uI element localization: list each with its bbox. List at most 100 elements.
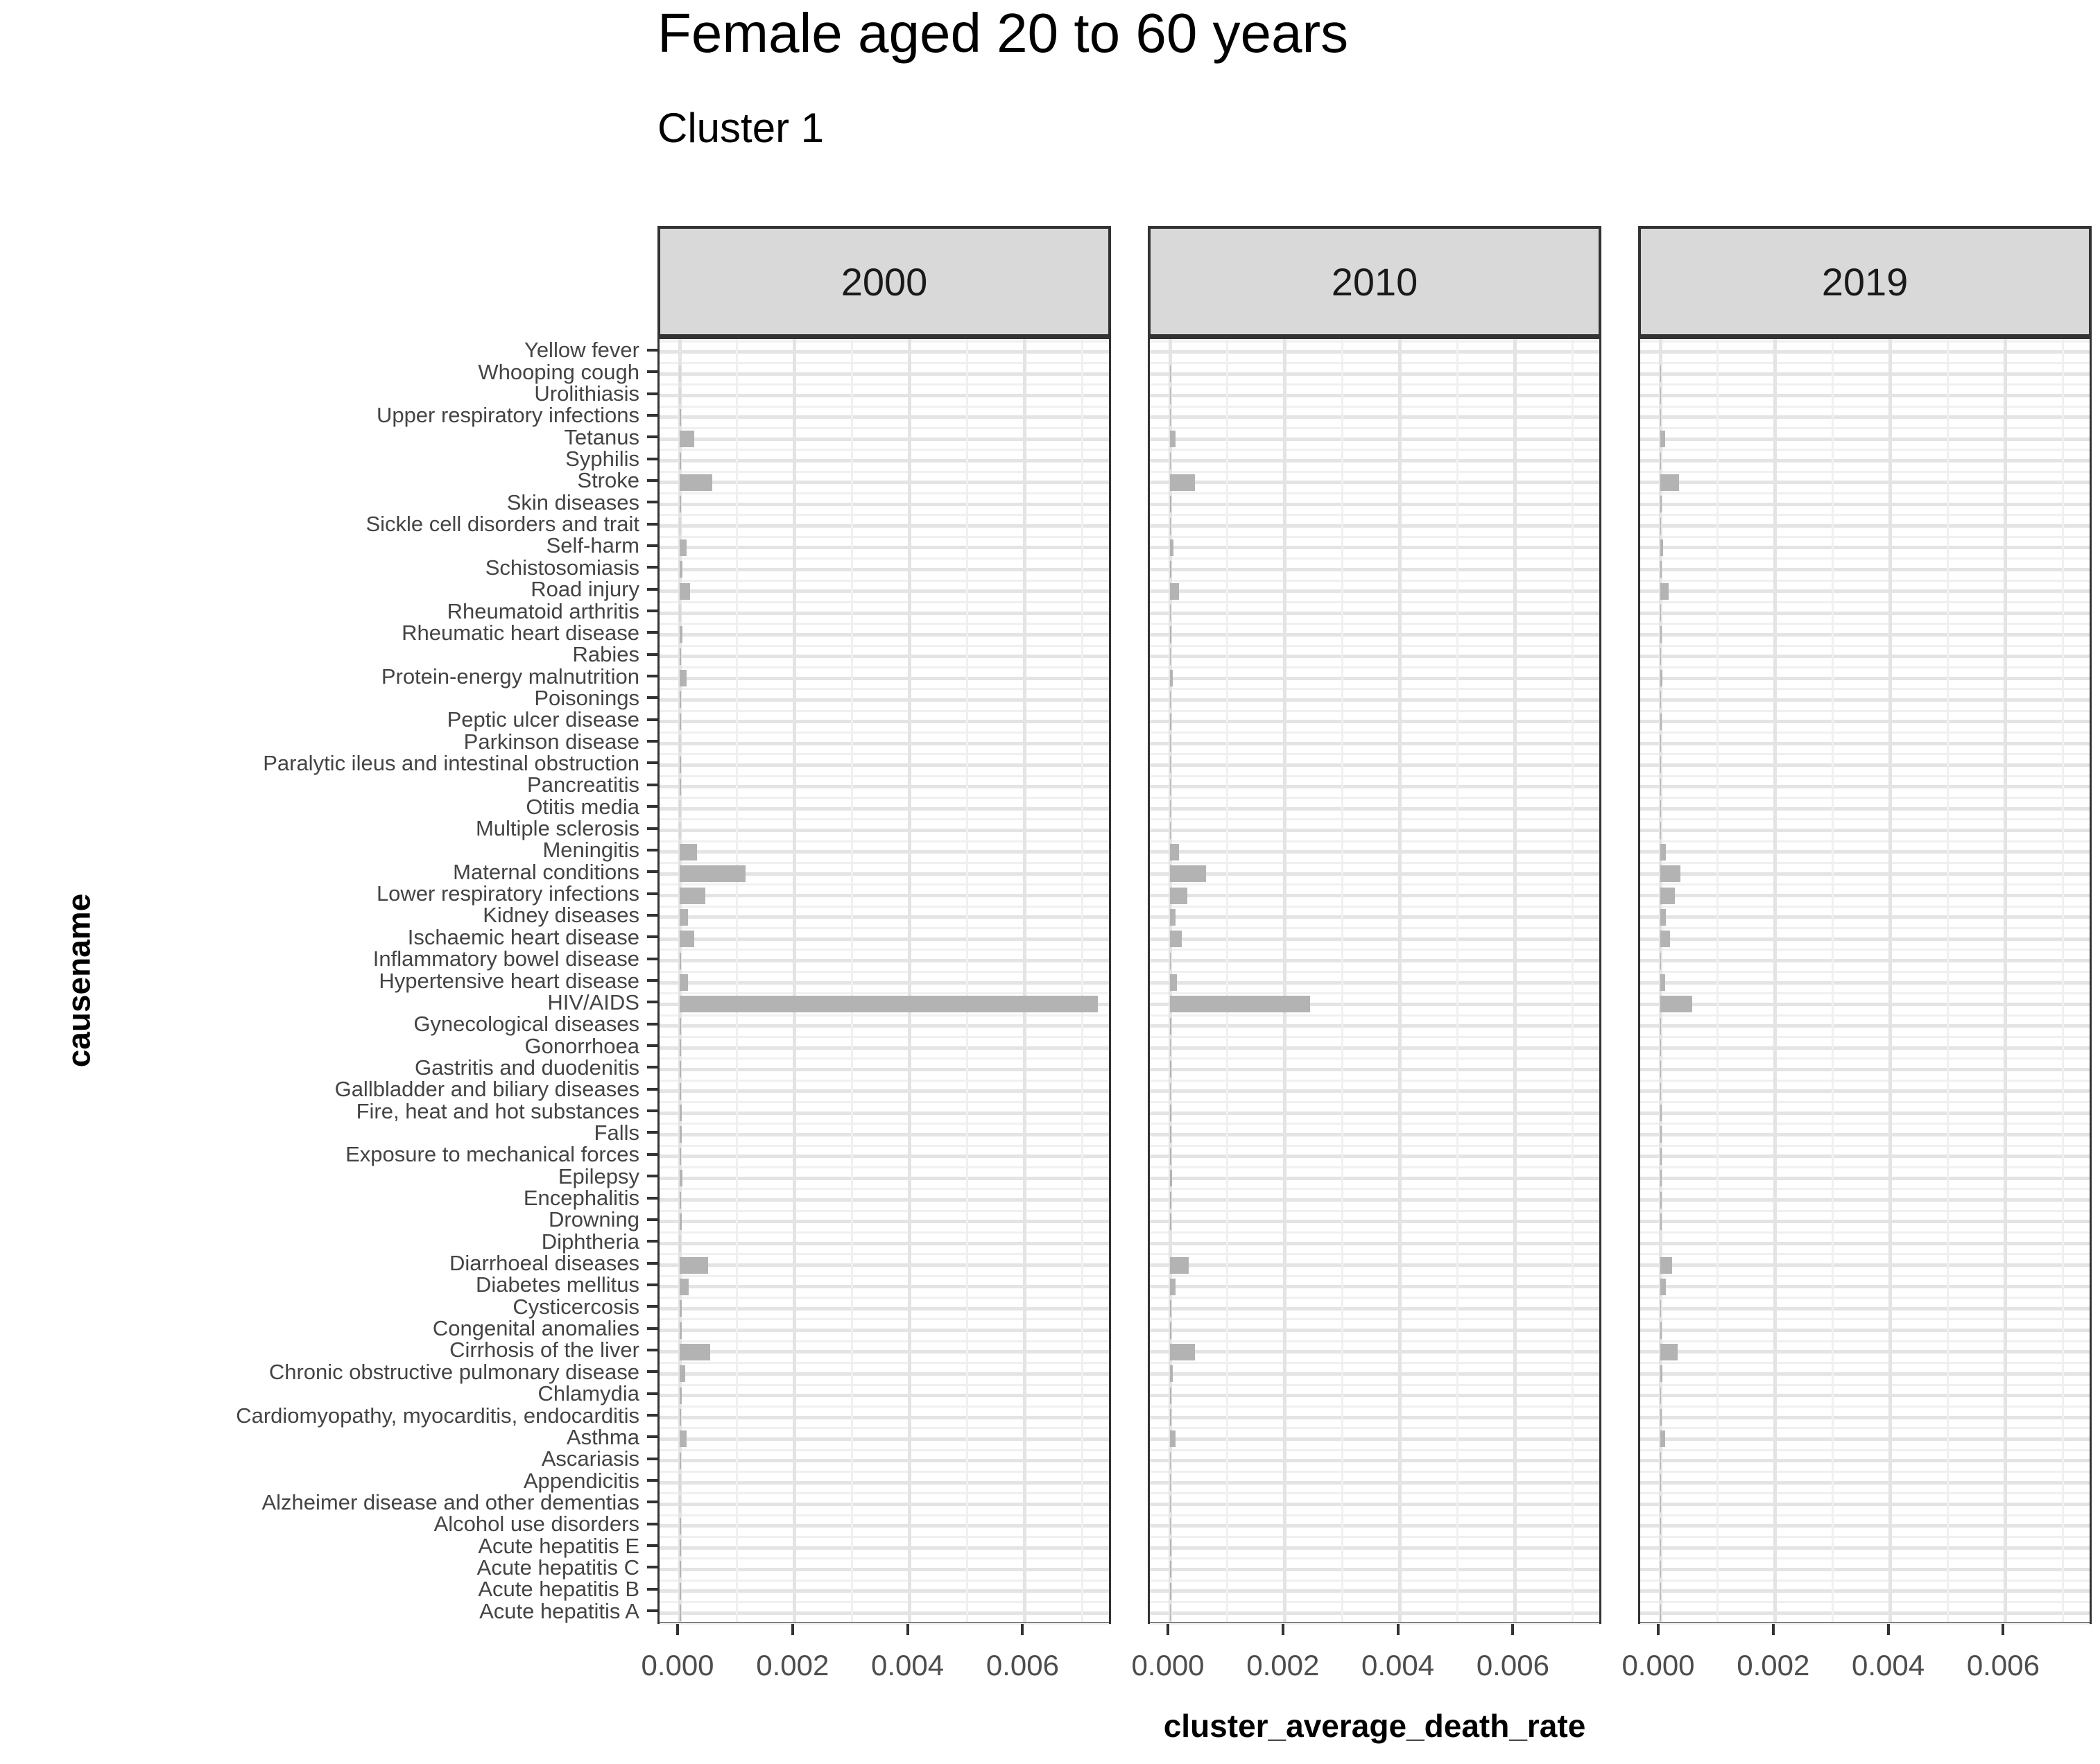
y-axis-tick-mark — [647, 544, 657, 547]
y-axis-tick-mark — [647, 478, 657, 482]
gridline-minor-h — [1150, 1035, 1599, 1038]
bar-2010 — [1170, 1191, 1171, 1209]
gridline-minor-h — [1150, 1470, 1599, 1473]
gridline-major-h — [660, 1198, 1109, 1202]
bar-2010 — [1170, 1126, 1172, 1143]
bar-2019 — [1660, 365, 1661, 383]
bar-2010 — [1170, 474, 1195, 491]
gridline-major-h — [660, 829, 1109, 833]
gridline-major-h — [1150, 1306, 1599, 1311]
gridline-major-v — [2003, 339, 2007, 1622]
gridline-minor-h — [660, 840, 1109, 842]
gridline-major-h — [1640, 1329, 2090, 1333]
gridline-minor-h — [660, 427, 1109, 430]
gridline-major-h — [660, 959, 1109, 963]
gridline-minor-h — [1640, 797, 2090, 799]
x-axis-tick-label: 0.002 — [1737, 1649, 1810, 1681]
bar-2019 — [1660, 1496, 1661, 1513]
bar-2000 — [680, 1256, 708, 1274]
gridline-minor-h — [660, 1405, 1109, 1408]
gridline-minor-h — [1150, 623, 1599, 625]
gridline-major-h — [1640, 1155, 2090, 1159]
x-axis-tick-mark — [1657, 1624, 1660, 1635]
y-axis-label: Acute hepatitis E — [478, 1533, 639, 1558]
gridline-minor-h — [1640, 1535, 2090, 1538]
bar-2000 — [680, 1039, 681, 1057]
bar-2010 — [1170, 605, 1171, 622]
gridline-minor-h — [1150, 905, 1599, 908]
gridline-major-h — [1150, 1567, 1599, 1571]
gridline-major-h — [1150, 611, 1599, 615]
bar-2019 — [1660, 865, 1680, 883]
bar-2010 — [1170, 1061, 1171, 1078]
y-axis-label: Self-harm — [546, 533, 639, 558]
gridline-major-v — [1283, 339, 1287, 1622]
gridline-minor-h — [1150, 427, 1599, 430]
bar-2010 — [1170, 713, 1171, 730]
bar-2019 — [1660, 561, 1662, 578]
gridline-minor-h — [1640, 383, 2090, 386]
gridline-major-h — [1640, 829, 2090, 833]
bar-2000 — [680, 1517, 681, 1534]
gridline-major-h — [1640, 459, 2090, 463]
gridline-major-h — [1640, 1546, 2090, 1550]
y-axis-tick-mark — [647, 522, 657, 526]
gridline-minor-v — [1081, 339, 1083, 1622]
bar-2000 — [680, 1082, 681, 1100]
gridline-minor-h — [1640, 666, 2090, 668]
gridline-major-h — [1150, 980, 1599, 985]
y-axis-tick-mark — [647, 1609, 657, 1613]
gridline-major-h — [1150, 1089, 1599, 1093]
bar-2019 — [1660, 1365, 1663, 1383]
y-axis-label: Cirrhosis of the liver — [449, 1338, 639, 1363]
y-axis-label: Skin diseases — [506, 490, 639, 514]
gridline-minor-h — [660, 1231, 1109, 1234]
gridline-minor-h — [660, 514, 1109, 517]
gridline-minor-h — [1640, 688, 2090, 691]
gridline-minor-h — [660, 1340, 1109, 1342]
gridline-minor-h — [1150, 862, 1599, 865]
gridline-minor-h — [1640, 818, 2090, 821]
bar-2000 — [680, 756, 681, 774]
y-axis-label: Gonorrhoea — [524, 1033, 639, 1058]
gridline-minor-h — [660, 1557, 1109, 1560]
gridline-major-h — [1640, 524, 2090, 528]
gridline-major-h — [1640, 698, 2090, 702]
bar-2010 — [1170, 1322, 1171, 1339]
gridline-minor-h — [1640, 775, 2090, 777]
bar-2000 — [680, 408, 681, 426]
y-axis-label: Fire, heat and hot substances — [356, 1098, 639, 1123]
bar-2019 — [1660, 1213, 1662, 1230]
gridline-major-h — [1640, 1220, 2090, 1224]
gridline-major-h — [1640, 1285, 2090, 1289]
gridline-minor-h — [1150, 1383, 1599, 1386]
gridline-minor-h — [1640, 1144, 2090, 1147]
bar-2019 — [1660, 756, 1661, 774]
y-axis-label: Pancreatitis — [527, 772, 639, 797]
bar-2019 — [1660, 822, 1661, 839]
y-axis-tick-mark — [647, 1240, 657, 1243]
x-axis-tick-label: 0.000 — [641, 1649, 714, 1681]
y-axis-label: Tetanus — [564, 424, 639, 449]
y-axis-label: Cardiomyopathy, myocarditis, endocarditi… — [236, 1403, 639, 1428]
bar-2019 — [1660, 713, 1662, 730]
gridline-major-h — [660, 1089, 1109, 1093]
gridline-minor-h — [660, 1123, 1109, 1125]
gridline-major-h — [660, 481, 1109, 485]
gridline-minor-h — [660, 1449, 1109, 1451]
bar-2010 — [1170, 1256, 1189, 1274]
gridline-minor-h — [1150, 535, 1599, 538]
gridline-minor-h — [1150, 731, 1599, 734]
gridline-minor-h — [660, 1057, 1109, 1060]
gridline-major-h — [660, 1155, 1109, 1159]
bar-2019 — [1660, 582, 1669, 600]
gridline-minor-h — [660, 1427, 1109, 1430]
gridline-minor-h — [1150, 1405, 1599, 1408]
gridline-major-h — [1150, 524, 1599, 528]
gridline-minor-h — [660, 579, 1109, 582]
y-axis-tick-mark — [647, 1109, 657, 1113]
gridline-major-h — [660, 915, 1109, 919]
gridline-minor-h — [1640, 1209, 2090, 1212]
gridline-major-h — [1640, 589, 2090, 594]
gridline-major-h — [1150, 1024, 1599, 1028]
